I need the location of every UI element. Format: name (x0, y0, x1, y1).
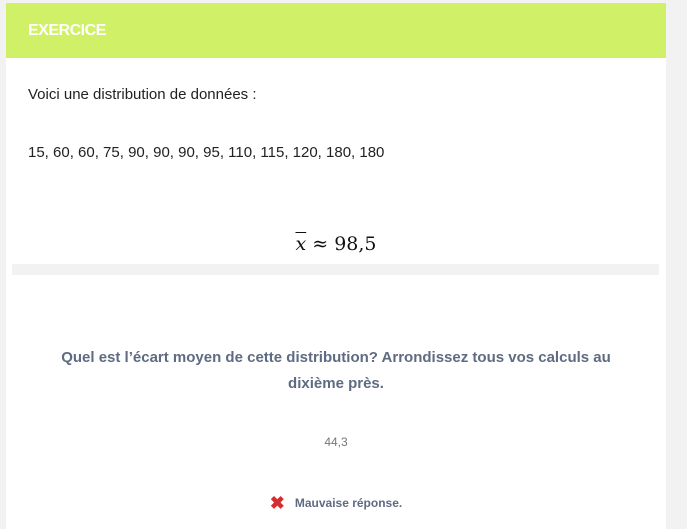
exercise-title: EXERCICE (28, 21, 106, 39)
mean-formula: x ≈ 98,5 (6, 233, 666, 255)
mean-symbol: x (295, 233, 307, 255)
divider (12, 264, 659, 275)
submitted-answer: 44,3 (324, 435, 348, 449)
exercise-card: EXERCICE Voici une distribution de donné… (6, 3, 666, 529)
close-icon: ✖ (269, 493, 285, 513)
question-text: Quel est l’écart moyen de cette distribu… (61, 349, 611, 392)
mean-value: 98,5 (334, 233, 377, 255)
exercise-header: EXERCICE (6, 3, 666, 58)
data-values: 15, 60, 60, 75, 90, 90, 90, 95, 110, 115… (28, 144, 385, 161)
feedback-text: Mauvaise réponse. (294, 496, 403, 510)
intro-text: Voici une distribution de données : (28, 86, 257, 103)
approx-symbol: ≈ (312, 233, 329, 255)
feedback: ✖ Mauvaise réponse. (6, 494, 666, 512)
